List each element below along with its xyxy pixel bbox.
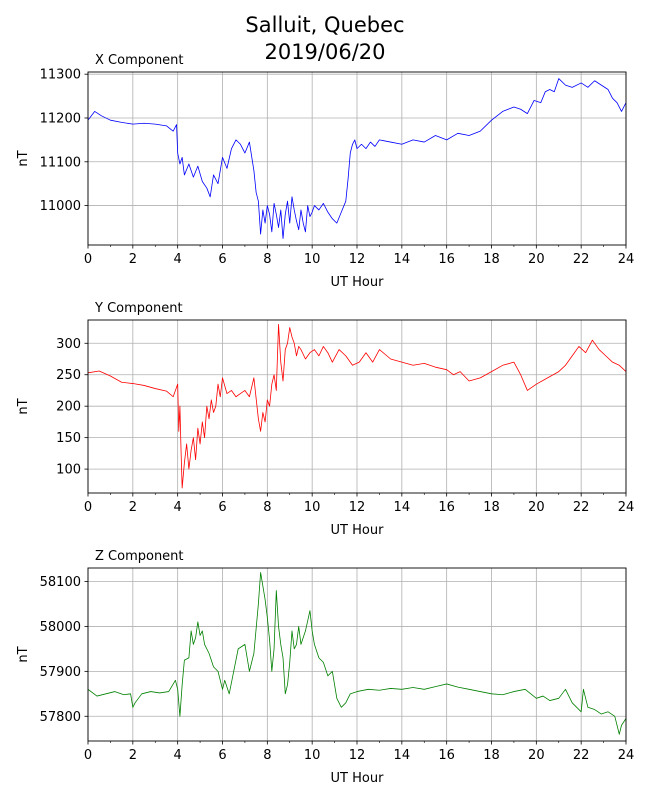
x-tick-label: 14 (394, 252, 411, 267)
y-axis-label: nT (16, 398, 31, 414)
x-tick-label: 20 (528, 252, 545, 267)
x-tick-label: 8 (263, 500, 271, 515)
x-axis-label: UT Hour (331, 771, 385, 786)
y-tick-label: 100 (56, 463, 81, 478)
axes-frame (87, 71, 627, 246)
axes-frame (87, 567, 627, 742)
x-axis-label: UT Hour (331, 275, 385, 290)
panel-title: Y Component (94, 301, 183, 316)
x-tick-label: 2 (129, 500, 137, 515)
x-tick-label: 22 (573, 748, 590, 763)
figure-title-date: 2019/06/20 (264, 40, 386, 64)
x-tick-label: 20 (528, 500, 545, 515)
x-tick-label: 4 (174, 748, 182, 763)
axes-frame (87, 319, 627, 494)
x-tick-label: 18 (483, 748, 500, 763)
y-tick-label: 57900 (40, 665, 81, 680)
x-tick-label: 24 (618, 500, 635, 515)
y-tick-label: 150 (56, 431, 81, 446)
panel-title: Z Component (95, 549, 184, 564)
series-line (88, 78, 626, 239)
x-tick-label: 0 (84, 252, 92, 267)
x-tick-label: 6 (218, 252, 226, 267)
x-tick-label: 12 (349, 748, 366, 763)
series-line (88, 572, 626, 735)
y-tick-label: 11100 (40, 155, 81, 170)
x-axis-label: UT Hour (331, 523, 385, 538)
x-tick-label: 22 (573, 500, 590, 515)
x-tick-label: 22 (573, 252, 590, 267)
x-tick-label: 0 (84, 500, 92, 515)
x-tick-label: 8 (263, 252, 271, 267)
x-tick-label: 12 (349, 252, 366, 267)
y-tick-label: 250 (56, 368, 81, 383)
x-tick-label: 24 (618, 748, 635, 763)
x-tick-label: 14 (394, 500, 411, 515)
y-tick-label: 11000 (40, 199, 81, 214)
x-tick-label: 18 (483, 500, 500, 515)
x-tick-label: 6 (218, 500, 226, 515)
y-tick-label: 58000 (40, 620, 81, 635)
panel-title: X Component (95, 53, 184, 68)
y-axis-label: nT (16, 646, 31, 662)
y-tick-label: 11300 (40, 68, 81, 83)
y-tick-label: 11200 (40, 111, 81, 126)
x-tick-label: 14 (394, 748, 411, 763)
x-tick-label: 16 (438, 252, 455, 267)
x-tick-label: 16 (438, 748, 455, 763)
series-line (88, 324, 626, 489)
x-tick-label: 12 (349, 500, 366, 515)
x-tick-label: 24 (618, 252, 635, 267)
x-tick-label: 0 (84, 748, 92, 763)
x-tick-label: 10 (304, 252, 321, 267)
x-tick-label: 6 (218, 748, 226, 763)
x-tick-label: 2 (129, 748, 137, 763)
y-tick-label: 200 (56, 400, 81, 415)
x-tick-label: 4 (174, 252, 182, 267)
y-tick-label: 58100 (40, 575, 81, 590)
x-tick-label: 18 (483, 252, 500, 267)
figure-title-station: Salluit, Quebec (245, 13, 405, 37)
x-tick-label: 8 (263, 748, 271, 763)
x-tick-label: 16 (438, 500, 455, 515)
x-tick-label: 4 (174, 500, 182, 515)
x-tick-label: 20 (528, 748, 545, 763)
x-tick-label: 10 (304, 500, 321, 515)
y-tick-label: 300 (56, 337, 81, 352)
y-axis-label: nT (16, 150, 31, 166)
x-tick-label: 2 (129, 252, 137, 267)
y-tick-label: 57800 (40, 710, 81, 725)
x-tick-label: 10 (304, 748, 321, 763)
